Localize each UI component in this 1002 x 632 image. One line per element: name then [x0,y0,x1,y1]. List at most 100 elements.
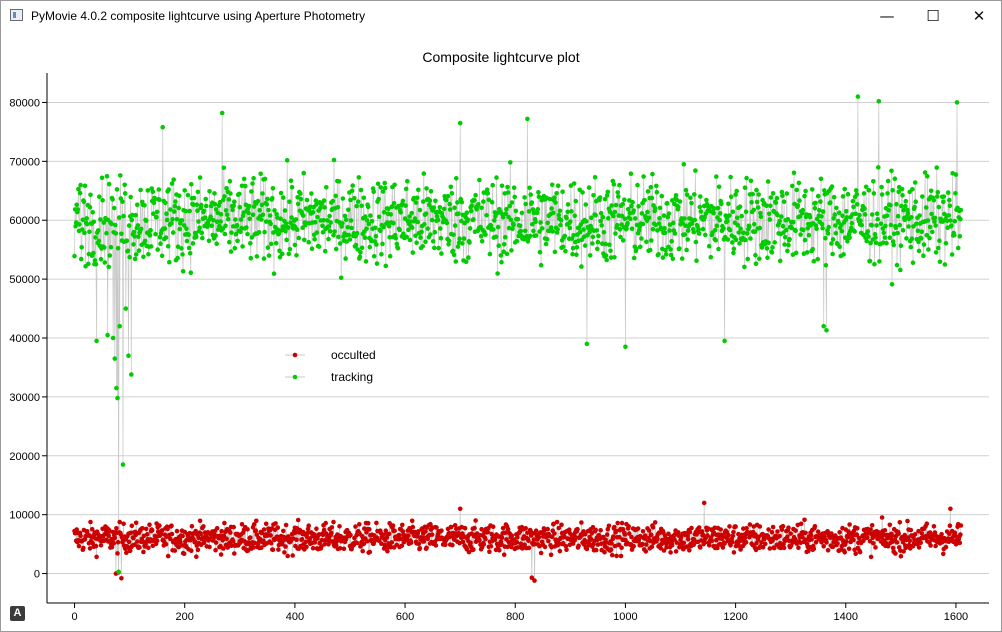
point-occulted [798,521,804,527]
point-tracking [946,213,952,218]
point-occulted [485,529,491,535]
point-tracking [869,223,874,228]
point-tracking [603,253,609,258]
point-tracking [328,220,334,225]
point-tracking [807,214,813,220]
point-occulted [661,548,667,553]
point-tracking [507,203,512,209]
point-tracking [862,212,868,217]
point-tracking [823,263,829,268]
maximize-button[interactable]: ☐ [926,7,940,25]
point-tracking [148,227,153,233]
point-tracking [230,224,236,229]
point-occulted [429,532,435,537]
point-occulted [522,542,527,547]
point-tracking [782,242,787,247]
point-tracking [768,195,774,200]
x-tick-label: 600 [396,611,414,623]
point-tracking [803,188,808,194]
point-occulted [699,529,705,534]
point-tracking [165,244,171,249]
point-tracking [452,205,457,211]
point-tracking [655,228,660,233]
point-occulted [304,544,309,550]
title-bar[interactable]: PyMovie 4.0.2 composite lightcurve using… [1,1,1001,31]
point-tracking [908,244,914,250]
auto-range-button[interactable]: A [10,606,25,621]
lightcurve-chart[interactable]: 0100002000030000400005000060000700008000… [1,31,1001,631]
point-tracking [642,198,647,203]
point-tracking [526,209,532,214]
point-tracking [875,217,880,222]
point-occulted [477,537,482,543]
point-tracking [952,218,958,224]
point-tracking [321,198,327,203]
point-tracking [265,196,270,202]
point-tracking [357,254,363,259]
point-tracking [688,195,693,201]
point-occulted [428,521,433,527]
point-occulted [532,578,537,583]
point-occulted [947,531,952,537]
point-occulted [865,535,870,540]
point-tracking [595,239,601,245]
point-tracking [270,196,275,201]
point-tracking [821,323,826,329]
point-tracking [248,255,254,261]
point-tracking [335,205,341,210]
point-tracking [464,210,470,215]
point-tracking [277,248,282,254]
point-tracking [397,227,402,233]
close-button[interactable]: ✕ [972,7,986,25]
point-tracking [133,252,139,257]
point-occulted [609,552,615,558]
point-tracking [757,256,762,262]
point-tracking [912,180,918,185]
point-occulted [400,529,406,534]
point-tracking [515,216,521,222]
point-tracking [711,206,717,211]
point-tracking [218,219,223,224]
point-tracking [262,229,267,235]
plot-area[interactable]: Composite lightcurve plot 0 10000 20000 300… [1,31,1001,631]
point-tracking [905,207,910,213]
point-tracking [191,202,196,207]
point-tracking [239,183,245,189]
point-occulted [381,546,387,551]
point-tracking [314,202,319,207]
point-tracking [775,212,780,218]
point-tracking [889,282,895,287]
point-tracking [363,259,369,264]
point-tracking [281,225,287,230]
point-tracking [748,236,753,241]
point-tracking [332,229,337,234]
point-tracking [806,232,812,238]
point-tracking [933,250,939,255]
point-tracking [277,254,283,260]
minimize-button[interactable]: — [879,7,895,25]
point-tracking [100,198,105,203]
point-tracking [220,226,225,231]
point-tracking [628,216,633,222]
point-tracking [895,230,900,236]
point-tracking [195,208,200,213]
point-tracking [752,229,758,235]
point-tracking [564,215,569,221]
point-occulted [201,540,207,545]
point-tracking [450,248,456,254]
point-tracking [943,241,949,246]
point-occulted [893,551,898,556]
point-tracking [722,338,727,344]
point-occulted [640,541,645,547]
point-tracking [195,189,201,195]
point-tracking [217,199,223,205]
point-tracking [246,203,252,209]
point-tracking [916,239,921,245]
point-tracking [97,194,102,199]
point-tracking [882,235,888,240]
point-occulted [903,545,909,551]
point-tracking [145,188,151,193]
point-occulted [829,531,834,536]
point-tracking [552,195,557,200]
point-tracking [548,225,554,230]
